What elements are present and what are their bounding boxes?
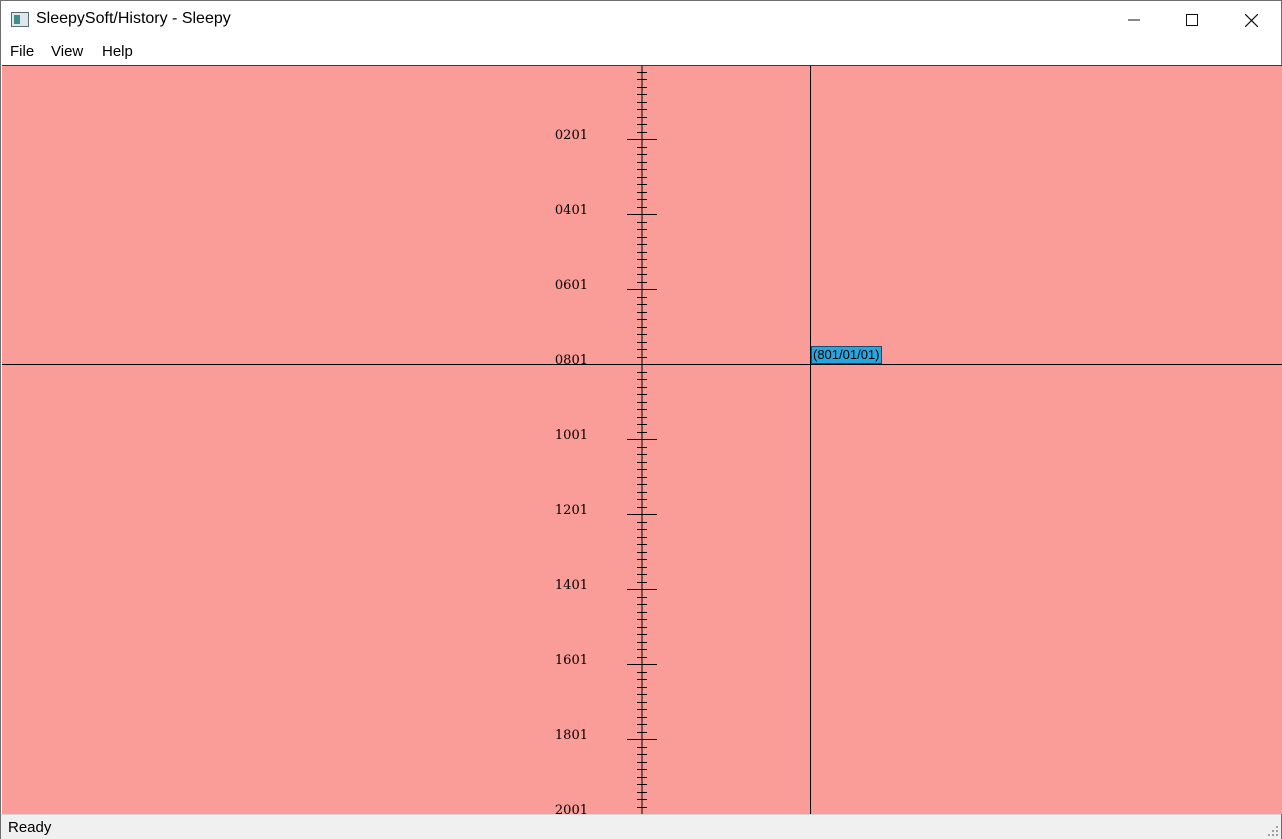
menu-bar: File View Help bbox=[1, 39, 1281, 65]
axis-year-label: 0201 bbox=[555, 128, 588, 143]
maximize-button[interactable] bbox=[1163, 1, 1221, 39]
window-title: SleepySoft/History - Sleepy bbox=[36, 10, 231, 27]
axis-year-label: 2001 bbox=[555, 803, 588, 814]
axis-year-label: 1801 bbox=[555, 728, 588, 743]
minimize-button[interactable] bbox=[1105, 1, 1163, 39]
axis-year-label: 1401 bbox=[555, 578, 588, 593]
axis-year-label: 1201 bbox=[555, 503, 588, 518]
menu-help[interactable]: Help bbox=[102, 43, 133, 60]
timeline-canvas[interactable]: 0201 0401 0601 0801 1001 1201 1401 1601 1801 2001… bbox=[2, 65, 1282, 814]
maximize-icon bbox=[1186, 14, 1198, 26]
resize-grip-icon[interactable] bbox=[1267, 825, 1279, 837]
title-bar[interactable]: SleepySoft/History - Sleepy bbox=[1, 1, 1281, 39]
close-icon bbox=[1244, 13, 1258, 27]
axis-year-label: 0801 bbox=[555, 353, 588, 368]
minimize-icon bbox=[1128, 19, 1140, 21]
timeline-axis: 0201 0401 0601 0801 1001 1201 1401 1601 1801 2001 bbox=[555, 66, 657, 814]
status-text: Ready bbox=[8, 819, 52, 836]
menu-view[interactable]: View bbox=[51, 43, 84, 60]
status-bar: Ready bbox=[1, 814, 1281, 839]
axis-year-label: 0601 bbox=[555, 278, 588, 293]
axis-year-label: 1601 bbox=[555, 653, 588, 668]
crosshair-horizontal-line bbox=[2, 364, 1282, 365]
crosshair-vertical-line bbox=[810, 66, 811, 814]
cursor-date-label: (801/01/01) bbox=[811, 346, 882, 364]
menu-file[interactable]: File bbox=[10, 43, 35, 60]
axis-year-label: 1001 bbox=[555, 428, 588, 443]
axis-year-label: 0401 bbox=[555, 203, 588, 218]
app-window-icon[interactable] bbox=[11, 12, 29, 27]
close-button[interactable] bbox=[1222, 1, 1280, 39]
